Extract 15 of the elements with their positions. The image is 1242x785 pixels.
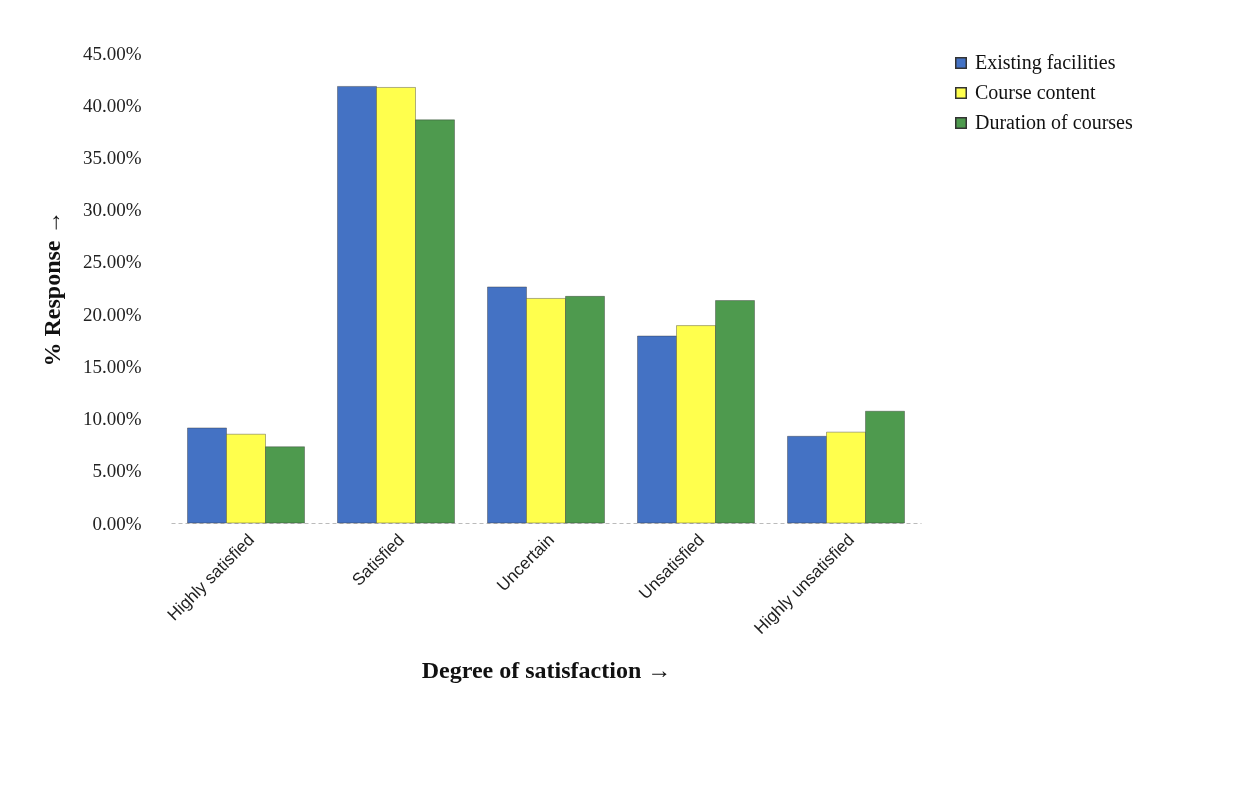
y-tick-label: 25.00% xyxy=(82,251,142,273)
y-tick-label: 30.00% xyxy=(82,199,142,221)
y-tick-label: 20.00% xyxy=(82,303,142,325)
legend-label: Course content xyxy=(975,81,1096,103)
y-tick-label: 10.00% xyxy=(82,408,142,430)
y-tick-label: 45.00% xyxy=(82,42,142,64)
y-axis-title: % Response → xyxy=(38,210,65,367)
y-tick-label: 35.00% xyxy=(82,146,142,168)
legend-label: Existing facilities xyxy=(975,51,1116,74)
y-tick-label: 40.00% xyxy=(82,94,142,116)
x-axis-title: Degree of satisfaction → xyxy=(421,657,672,684)
y-tick-label: 0.00% xyxy=(92,512,142,534)
legend-label: Duration of courses xyxy=(975,111,1133,133)
y-tick-label: 5.00% xyxy=(92,460,142,482)
y-tick-label: 15.00% xyxy=(82,355,142,377)
